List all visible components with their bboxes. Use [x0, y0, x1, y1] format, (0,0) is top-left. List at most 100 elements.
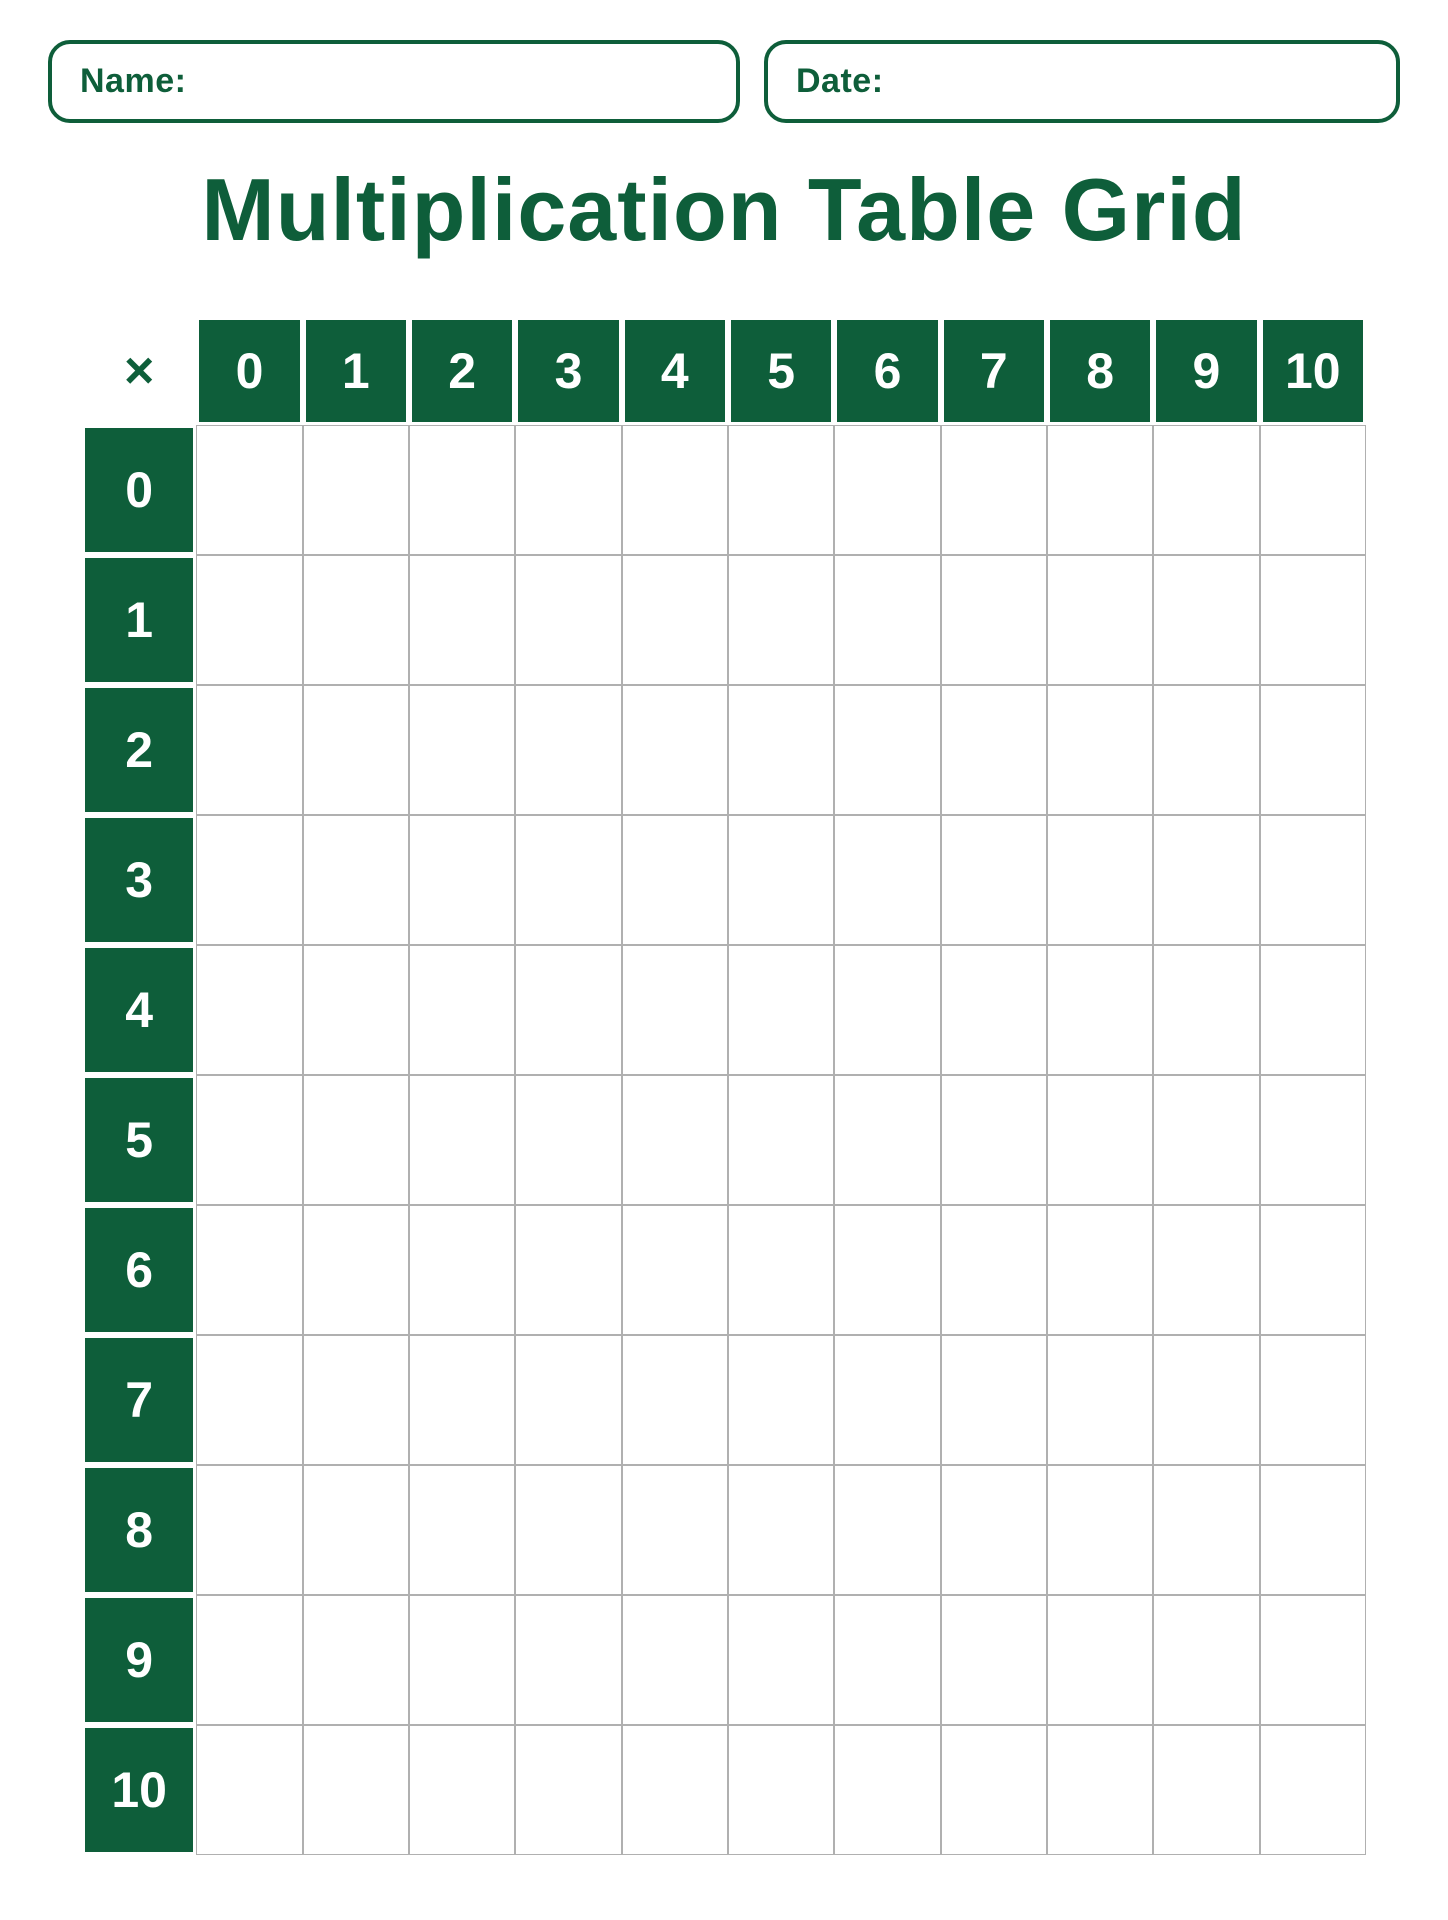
cell[interactable]: [728, 1725, 834, 1855]
cell[interactable]: [622, 1205, 728, 1335]
cell[interactable]: [1260, 1465, 1366, 1595]
cell[interactable]: [409, 1595, 515, 1725]
cell[interactable]: [515, 815, 621, 945]
cell[interactable]: [409, 815, 515, 945]
cell[interactable]: [941, 1465, 1047, 1595]
date-field[interactable]: Date:: [764, 40, 1400, 123]
cell[interactable]: [728, 945, 834, 1075]
cell[interactable]: [1047, 555, 1153, 685]
cell[interactable]: [728, 1595, 834, 1725]
cell[interactable]: [834, 1205, 940, 1335]
cell[interactable]: [1153, 425, 1259, 555]
cell[interactable]: [834, 815, 940, 945]
name-field[interactable]: Name:: [48, 40, 740, 123]
cell[interactable]: [1260, 1335, 1366, 1465]
cell[interactable]: [834, 1595, 940, 1725]
cell[interactable]: [728, 1205, 834, 1335]
cell[interactable]: [622, 685, 728, 815]
cell[interactable]: [303, 1725, 409, 1855]
cell[interactable]: [303, 685, 409, 815]
cell[interactable]: [728, 1335, 834, 1465]
cell[interactable]: [1260, 945, 1366, 1075]
cell[interactable]: [196, 945, 302, 1075]
cell[interactable]: [834, 1725, 940, 1855]
cell[interactable]: [1260, 555, 1366, 685]
cell[interactable]: [515, 555, 621, 685]
cell[interactable]: [515, 425, 621, 555]
cell[interactable]: [941, 1335, 1047, 1465]
cell[interactable]: [941, 1205, 1047, 1335]
cell[interactable]: [1047, 1335, 1153, 1465]
cell[interactable]: [196, 1205, 302, 1335]
cell[interactable]: [622, 1465, 728, 1595]
cell[interactable]: [728, 1465, 834, 1595]
cell[interactable]: [1260, 1075, 1366, 1205]
cell[interactable]: [834, 1075, 940, 1205]
cell[interactable]: [515, 1205, 621, 1335]
cell[interactable]: [409, 1205, 515, 1335]
cell[interactable]: [409, 685, 515, 815]
cell[interactable]: [303, 555, 409, 685]
cell[interactable]: [1047, 425, 1153, 555]
cell[interactable]: [196, 425, 302, 555]
cell[interactable]: [1260, 1725, 1366, 1855]
cell[interactable]: [941, 815, 1047, 945]
cell[interactable]: [728, 1075, 834, 1205]
cell[interactable]: [303, 425, 409, 555]
cell[interactable]: [1260, 425, 1366, 555]
cell[interactable]: [515, 1075, 621, 1205]
cell[interactable]: [834, 555, 940, 685]
cell[interactable]: [196, 555, 302, 685]
cell[interactable]: [728, 555, 834, 685]
cell[interactable]: [941, 685, 1047, 815]
cell[interactable]: [1047, 1075, 1153, 1205]
cell[interactable]: [303, 1465, 409, 1595]
cell[interactable]: [1260, 815, 1366, 945]
cell[interactable]: [409, 945, 515, 1075]
cell[interactable]: [515, 945, 621, 1075]
cell[interactable]: [196, 1595, 302, 1725]
cell[interactable]: [622, 815, 728, 945]
cell[interactable]: [622, 425, 728, 555]
cell[interactable]: [728, 425, 834, 555]
cell[interactable]: [1153, 555, 1259, 685]
cell[interactable]: [1260, 685, 1366, 815]
cell[interactable]: [515, 1465, 621, 1595]
cell[interactable]: [941, 1075, 1047, 1205]
cell[interactable]: [1153, 1205, 1259, 1335]
cell[interactable]: [941, 945, 1047, 1075]
cell[interactable]: [622, 555, 728, 685]
cell[interactable]: [622, 1595, 728, 1725]
cell[interactable]: [303, 1205, 409, 1335]
cell[interactable]: [728, 685, 834, 815]
cell[interactable]: [1153, 945, 1259, 1075]
cell[interactable]: [303, 945, 409, 1075]
cell[interactable]: [1153, 815, 1259, 945]
cell[interactable]: [1047, 685, 1153, 815]
cell[interactable]: [409, 1335, 515, 1465]
cell[interactable]: [409, 1075, 515, 1205]
cell[interactable]: [1047, 1725, 1153, 1855]
cell[interactable]: [1153, 1335, 1259, 1465]
cell[interactable]: [515, 685, 621, 815]
cell[interactable]: [1047, 1205, 1153, 1335]
cell[interactable]: [196, 1465, 302, 1595]
cell[interactable]: [941, 425, 1047, 555]
cell[interactable]: [834, 1465, 940, 1595]
cell[interactable]: [1260, 1595, 1366, 1725]
cell[interactable]: [196, 685, 302, 815]
cell[interactable]: [834, 425, 940, 555]
cell[interactable]: [834, 685, 940, 815]
cell[interactable]: [196, 1335, 302, 1465]
cell[interactable]: [728, 815, 834, 945]
cell[interactable]: [303, 1335, 409, 1465]
cell[interactable]: [622, 1075, 728, 1205]
cell[interactable]: [1153, 685, 1259, 815]
cell[interactable]: [515, 1595, 621, 1725]
cell[interactable]: [196, 815, 302, 945]
cell[interactable]: [1153, 1595, 1259, 1725]
cell[interactable]: [303, 1075, 409, 1205]
cell[interactable]: [941, 555, 1047, 685]
cell[interactable]: [834, 945, 940, 1075]
cell[interactable]: [1260, 1205, 1366, 1335]
